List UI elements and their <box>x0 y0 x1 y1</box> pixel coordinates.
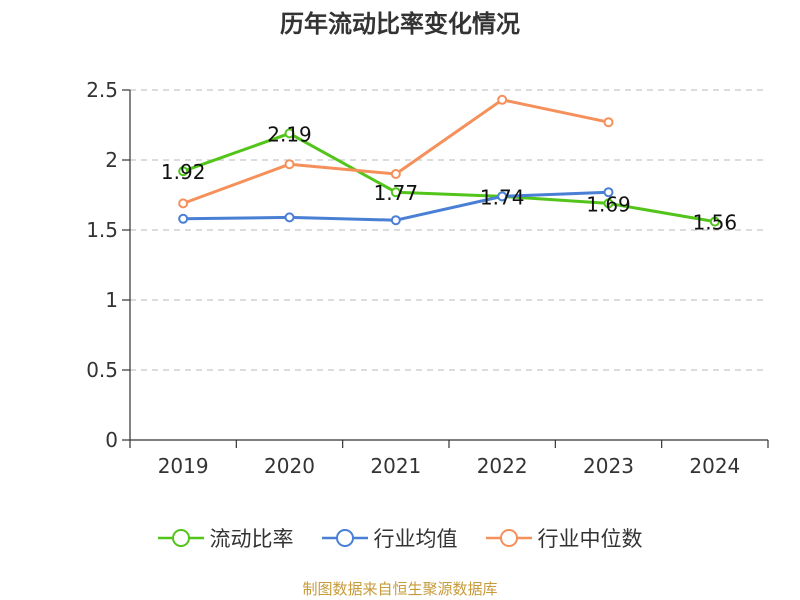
data-point <box>178 213 189 224</box>
x-tick-label: 2021 <box>370 454 421 478</box>
grid-lines <box>130 89 768 371</box>
legend-item-industry-mean[interactable]: 行业均值 <box>321 523 458 553</box>
legend-line-icon <box>157 529 204 547</box>
y-tick-label: 0.5 <box>86 358 118 382</box>
data-point <box>390 215 401 226</box>
data-label: 1.77 <box>374 181 419 205</box>
data-point <box>603 117 614 128</box>
x-tick-label: 2019 <box>158 454 209 478</box>
data-labels: 1.92 2.19 1.77 1.74 1.69 1.56 <box>161 122 737 234</box>
data-source-note: 制图数据来自恒生聚源数据库 <box>302 580 498 598</box>
axes: 0 0.5 1 1.5 2 2.5 2019 2020 2021 2022 2023 2024 <box>86 78 769 478</box>
data-point <box>284 212 295 223</box>
x-tick-label: 2020 <box>264 454 315 478</box>
legend: 流动比率 行业均值 行业中位数 <box>0 518 800 558</box>
x-tick-label: 2024 <box>689 454 740 478</box>
data-point <box>497 191 508 202</box>
legend-label: 行业中位数 <box>537 527 643 551</box>
y-tick-label: 0 <box>105 428 118 452</box>
legend-line-icon <box>321 529 368 547</box>
data-point <box>603 198 614 209</box>
data-label: 1.92 <box>161 160 206 184</box>
series-line <box>182 131 716 224</box>
data-point <box>284 159 295 170</box>
chart-title: 历年流动比率变化情况 <box>280 10 520 38</box>
data-point <box>497 94 508 105</box>
series-lines <box>178 94 720 227</box>
data-label: 1.74 <box>480 185 525 209</box>
legend-label: 行业均值 <box>373 527 458 551</box>
legend-label: 流动比率 <box>209 527 294 551</box>
data-label: 1.56 <box>693 211 738 235</box>
legend-line-icon <box>485 529 532 547</box>
y-tick-label: 1.5 <box>86 218 118 242</box>
data-point <box>390 169 401 179</box>
data-point <box>709 216 720 227</box>
data-point <box>603 187 614 198</box>
data-label: 2.19 <box>267 122 312 146</box>
data-point <box>390 187 401 198</box>
data-point <box>178 166 189 177</box>
x-tick-label: 2022 <box>477 454 528 478</box>
y-tick-label: 2.5 <box>86 78 118 102</box>
data-point <box>284 128 295 139</box>
legend-item-industry-median[interactable]: 行业中位数 <box>485 523 643 553</box>
data-point <box>178 198 189 209</box>
y-tick-label: 1 <box>105 288 118 312</box>
data-label: 1.69 <box>586 192 631 216</box>
legend-item-current-ratio[interactable]: 流动比率 <box>157 523 294 553</box>
x-tick-label: 2023 <box>583 454 634 478</box>
y-tick-label: 2 <box>105 148 118 172</box>
